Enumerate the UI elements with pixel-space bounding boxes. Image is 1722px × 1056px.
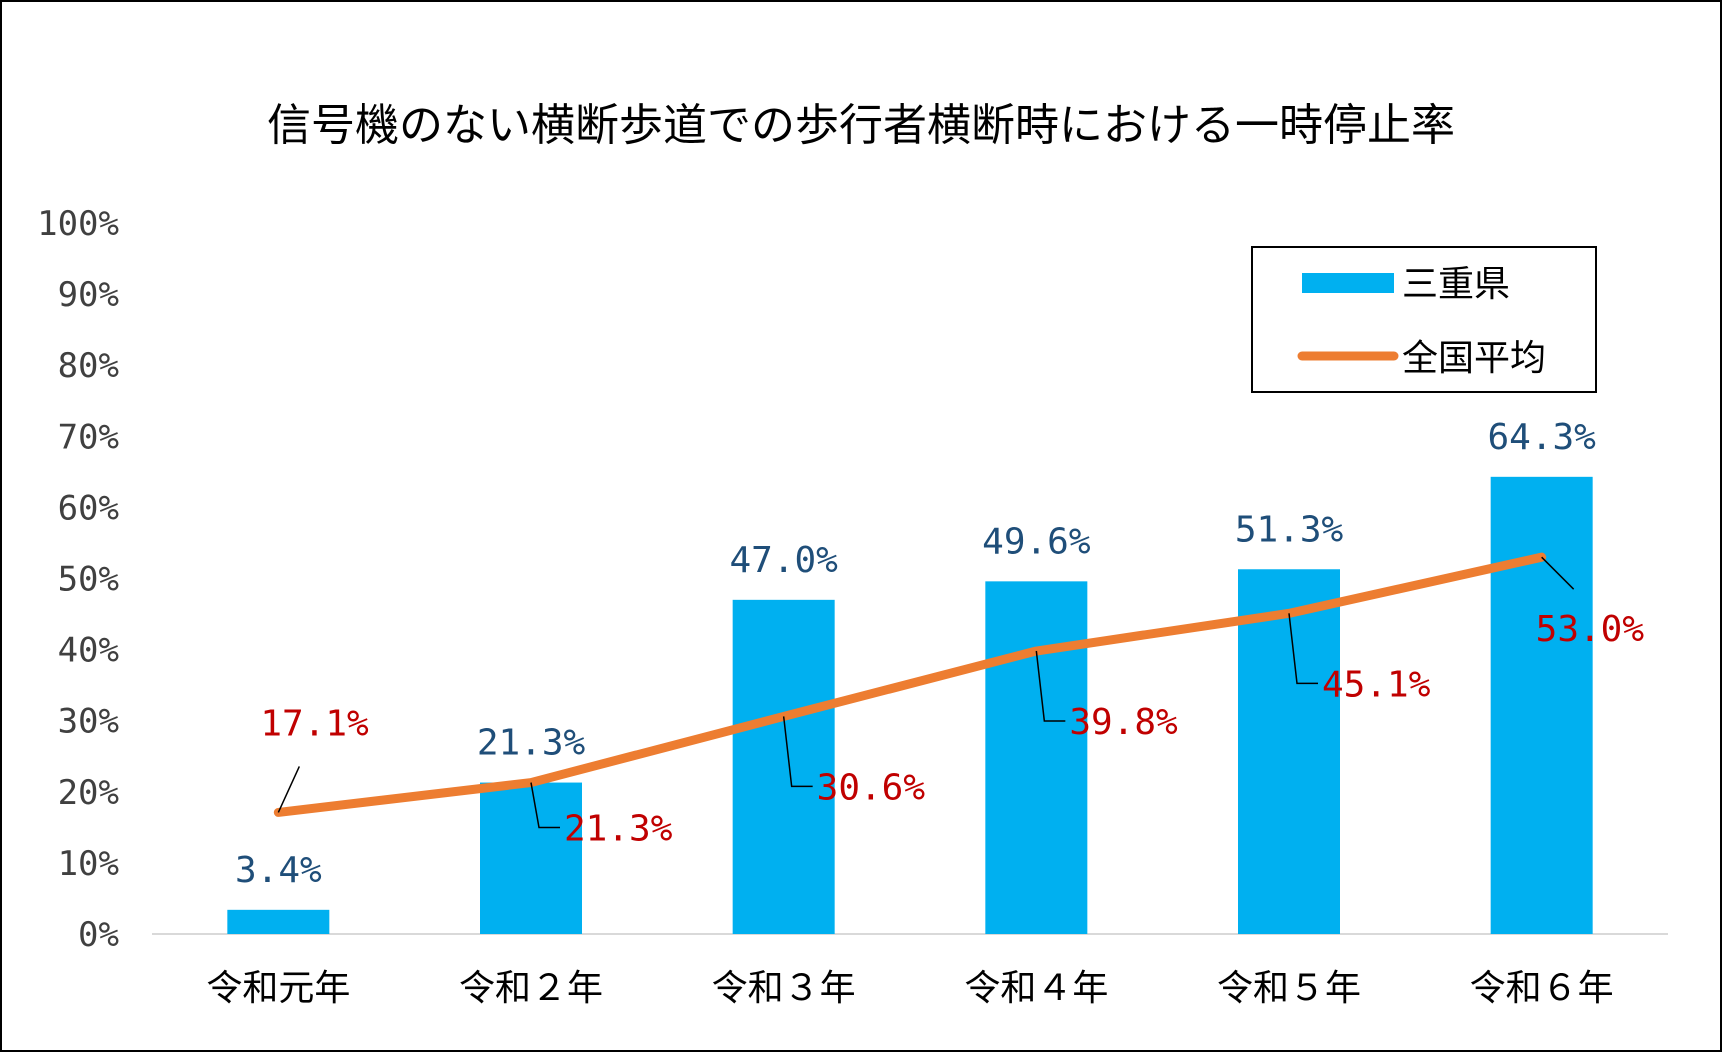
y-tick-label: 20%	[58, 773, 119, 813]
legend: 三重県 全国平均	[1251, 246, 1597, 393]
y-tick-label: 10%	[58, 844, 119, 884]
bar-series	[227, 476, 1593, 934]
bar-data-labels: 3.4% 21.3% 47.0% 49.6% 51.3% 64.3%	[235, 417, 1596, 891]
bar-data-label: 64.3%	[1487, 417, 1596, 458]
line-data-label: 45.1%	[1322, 664, 1431, 705]
x-tick-label: 令和２年	[459, 968, 603, 1009]
line-data-label: 53.0%	[1536, 609, 1645, 650]
x-tick-label: 令和４年	[964, 968, 1108, 1009]
leader-line	[1288, 613, 1318, 685]
y-tick-label: 40%	[58, 631, 119, 671]
y-tick-label: 50%	[58, 560, 119, 600]
x-axis: 令和元年 令和２年 令和３年 令和４年 令和５年 令和６年	[206, 968, 1613, 1009]
bar-data-label: 51.3%	[1235, 509, 1344, 550]
y-tick-label: 30%	[58, 702, 119, 742]
bar	[480, 782, 582, 934]
x-tick-label: 令和元年	[206, 968, 350, 1009]
bar-data-label: 3.4%	[235, 850, 322, 891]
legend-label-line: 全国平均	[1402, 338, 1546, 379]
line-data-labels: 17.1% 21.3% 30.6% 39.8% 45.1% 53.0%	[260, 556, 1645, 850]
bar	[985, 581, 1088, 934]
legend-swatch-bar	[1302, 273, 1394, 293]
bar-data-label: 21.3%	[477, 723, 586, 764]
legend-label-bar: 三重県	[1402, 264, 1510, 305]
leader-line	[1035, 650, 1066, 722]
x-tick-label: 令和６年	[1470, 968, 1614, 1009]
bar-data-label: 49.6%	[982, 521, 1091, 562]
y-tick-label: 100%	[37, 204, 119, 244]
legend-box	[1251, 246, 1597, 393]
y-tick-label: 80%	[58, 346, 119, 386]
chart-title: 信号機のない横断歩道での歩行者横断時における一時停止率	[267, 100, 1455, 151]
y-tick-label: 90%	[58, 275, 119, 315]
bar	[227, 909, 330, 934]
bar	[1490, 476, 1593, 934]
line-data-label: 39.8%	[1069, 702, 1178, 743]
bar	[1238, 569, 1340, 934]
leader-line	[782, 716, 813, 788]
leader-line	[1541, 556, 1575, 590]
line-data-label: 17.1%	[260, 703, 369, 744]
bar-data-label: 47.0%	[729, 540, 838, 581]
y-tick-label: 0%	[78, 915, 119, 955]
y-axis: 0% 10% 20% 30% 40% 50% 60% 70% 80% 90% 100%	[37, 204, 119, 955]
y-tick-label: 70%	[58, 417, 119, 457]
x-tick-label: 令和３年	[712, 968, 856, 1009]
line-data-label: 30.6%	[817, 767, 926, 808]
bar	[732, 599, 835, 934]
y-tick-label: 60%	[58, 488, 119, 528]
leader-line	[530, 782, 560, 829]
x-tick-label: 令和５年	[1217, 968, 1361, 1009]
line-path	[273, 552, 1547, 817]
line-data-label: 21.3%	[564, 809, 673, 850]
leader-line	[277, 766, 301, 813]
